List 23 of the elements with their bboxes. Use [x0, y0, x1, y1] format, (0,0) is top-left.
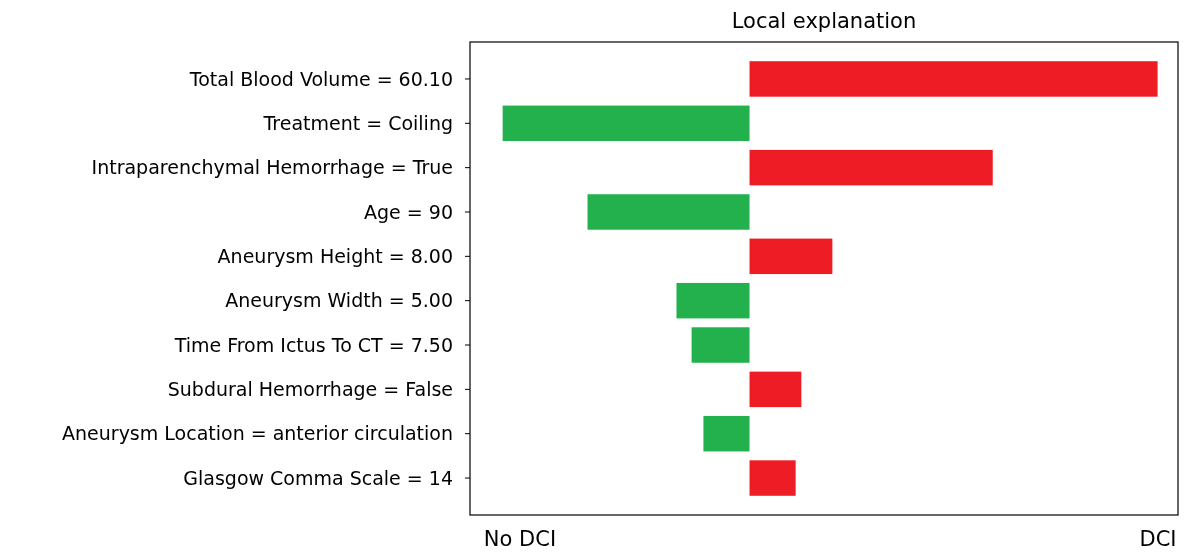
bar — [587, 194, 750, 230]
bar — [749, 238, 833, 275]
y-tick-label: Subdural Hemorrhage = False — [167, 378, 453, 401]
text: No DCI — [483, 527, 557, 551]
chart-title: Local explanation — [731, 9, 917, 33]
y-tick-label: Aneurysm Location = anterior circulation — [62, 422, 453, 445]
bar — [691, 327, 750, 363]
y-tick-label: Time From Ictus To CT = 7.50 — [173, 333, 453, 356]
bar — [676, 282, 750, 319]
y-tick-label: Treatment = Coiling — [262, 111, 453, 134]
y-tick-label: Aneurysm Width = 5.00 — [225, 289, 453, 312]
y-tick-label: Aneurysm Height = 8.00 — [217, 244, 453, 267]
bar — [749, 460, 796, 496]
text: DCI — [1139, 527, 1177, 551]
bar — [749, 371, 802, 408]
bar — [703, 415, 750, 452]
y-tick-label: Glasgow Comma Scale = 14 — [183, 466, 453, 489]
y-tick-label: Intraparenchymal Hemorrhage = True — [91, 156, 453, 179]
bar — [749, 149, 993, 186]
bar — [502, 105, 750, 142]
y-tick-label: Age = 90 — [364, 200, 453, 223]
bar — [749, 61, 1158, 97]
y-tick-label: Total Blood Volume = 60.10 — [188, 67, 453, 90]
